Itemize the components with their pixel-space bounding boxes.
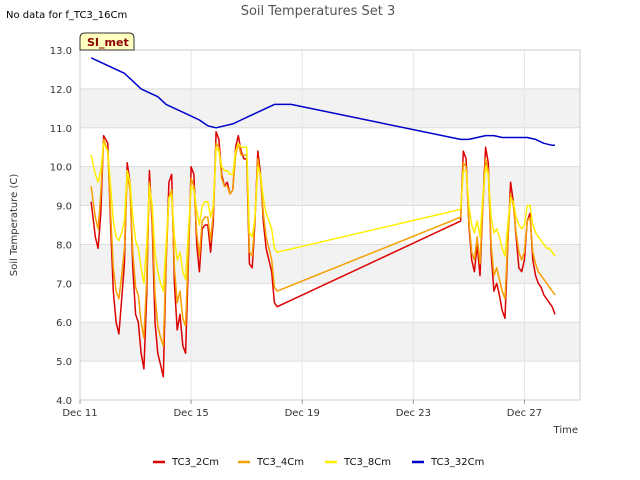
series-lines: [90, 57, 556, 378]
series-line-tc3-4cm: [90, 138, 556, 347]
grid-band: [80, 88, 580, 128]
y-axis-ticks: 4.0 5.0 6.0 7.0 8.0 9.0 10.0 11.0 12.0 13.0: [50, 46, 72, 407]
legend-label: TC3_2Cm: [171, 457, 219, 468]
legend-label: TC3_8Cm: [343, 457, 391, 468]
legend: TC3_2Cm TC3_4Cm TC3_8Cm TC3_32Cm: [153, 457, 484, 468]
site-badge-label: SI_met: [87, 36, 129, 49]
plot-frame: [79, 49, 581, 401]
legend-item-tc3-32cm: TC3_32Cm: [412, 457, 484, 468]
y-tick-label: 13.0: [50, 46, 72, 57]
x-tick-label: Dec 19: [285, 408, 320, 419]
x-tick-label: Dec 23: [396, 408, 431, 419]
plot-background: [80, 88, 580, 362]
x-tick-label: Dec 15: [173, 408, 208, 419]
series-line-tc3-32cm: [90, 57, 555, 147]
legend-label: TC3_32Cm: [430, 457, 484, 468]
legend-item-tc3-2cm: TC3_2Cm: [153, 457, 219, 468]
legend-item-tc3-8cm: TC3_8Cm: [325, 457, 391, 468]
x-tick-label: Dec 11: [62, 408, 97, 419]
y-tick-label: 8.0: [56, 240, 72, 251]
y-tick-label: 10.0: [50, 163, 72, 174]
y-tick-label: 6.0: [56, 318, 72, 329]
legend-item-tc3-4cm: TC3_4Cm: [238, 457, 304, 468]
legend-label: TC3_4Cm: [256, 457, 304, 468]
grid-band: [80, 244, 580, 284]
y-tick-label: 9.0: [56, 202, 72, 213]
grid-band: [80, 166, 580, 206]
chart-title: Soil Temperatures Set 3: [241, 4, 396, 19]
y-axis-label: Soil Temperature (C): [9, 174, 20, 277]
y-tick-label: 7.0: [56, 279, 72, 290]
y-tick-label: 11.0: [50, 124, 72, 135]
x-tick-label: Dec 27: [507, 408, 542, 419]
no-data-note: No data for f_TC3_16Cm: [6, 10, 127, 21]
y-tick-label: 12.0: [50, 85, 72, 96]
x-axis-ticks: Dec 11 Dec 15 Dec 19 Dec 23 Dec 27: [62, 400, 542, 419]
y-tick-label: 5.0: [56, 357, 72, 368]
y-tick-label: 4.0: [56, 396, 72, 407]
x-axis-label: Time: [553, 425, 578, 436]
site-badge: SI_met: [79, 32, 135, 51]
series-line-tc3-8cm: [90, 142, 556, 292]
